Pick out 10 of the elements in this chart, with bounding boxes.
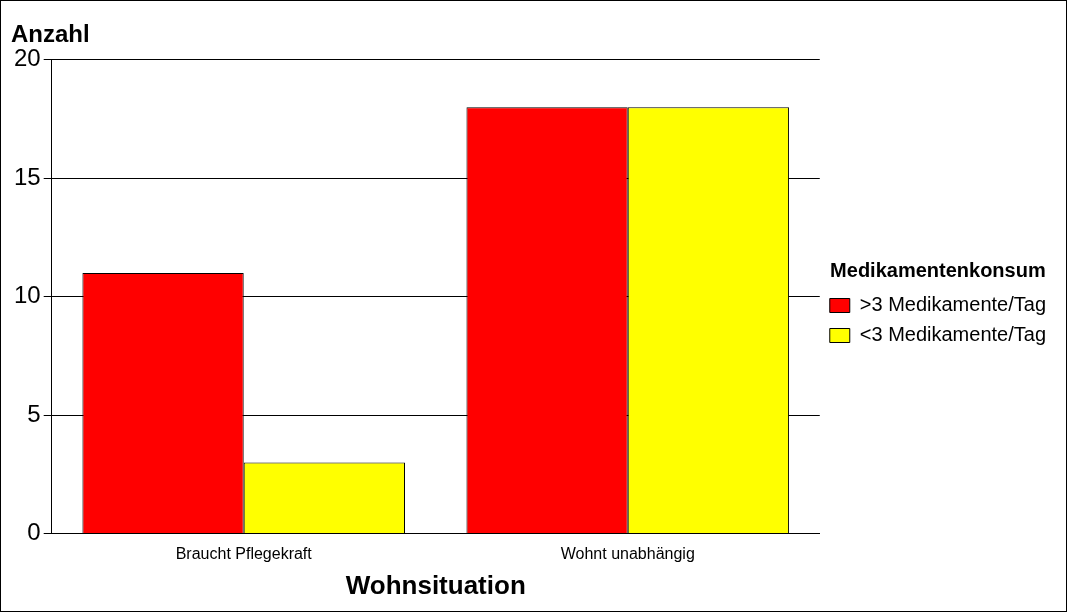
legend-label: <3 Medikamente/Tag (859, 323, 1047, 346)
legend-title: Medikamentenkonsum (830, 259, 1046, 282)
x-axis-title: Wohnsituation (345, 569, 526, 600)
x-tick-label: Wohnt unabhängig (560, 544, 695, 562)
y-tick-label: 10 (13, 281, 41, 309)
x-tick-label: Braucht Pflegekraft (175, 544, 313, 562)
y-tick-label: 15 (13, 162, 41, 190)
y-tick-label: 0 (27, 518, 41, 546)
y-tick-label: 5 (27, 399, 41, 427)
legend-label: >3 Medikamente/Tag (859, 293, 1047, 316)
